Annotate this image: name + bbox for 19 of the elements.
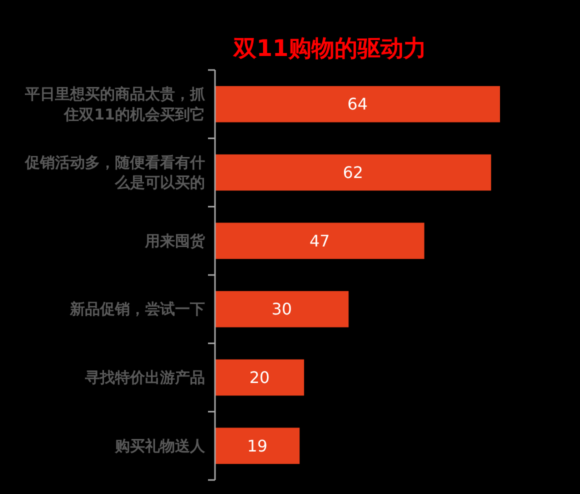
data-label: 30 xyxy=(272,300,292,319)
y-tick-label: 促销活动多，随便看看有什么是可以买的 xyxy=(24,153,205,192)
data-label: 19 xyxy=(247,436,268,456)
y-tick-label: 新品促销，尝试一下 xyxy=(69,300,205,318)
data-label: 47 xyxy=(309,231,330,250)
data-label: 20 xyxy=(249,368,270,387)
bar xyxy=(215,154,492,191)
bar xyxy=(215,222,424,259)
y-tick-label: 寻找特价出游产品 xyxy=(84,368,205,386)
bar xyxy=(215,291,349,328)
chart-title: 双11购物的驱动力 xyxy=(232,36,427,62)
bar xyxy=(215,86,500,122)
data-label: 64 xyxy=(347,94,368,114)
data-label: 62 xyxy=(342,163,364,182)
y-tick-label: 购买礼物送人 xyxy=(114,436,206,455)
y-tick-label: 用来囤货 xyxy=(144,232,206,250)
bar xyxy=(215,359,304,396)
bar xyxy=(215,428,300,464)
y-tick-label: 平日里想买的商品太贵，抓住双11的机会买到它 xyxy=(24,85,206,124)
